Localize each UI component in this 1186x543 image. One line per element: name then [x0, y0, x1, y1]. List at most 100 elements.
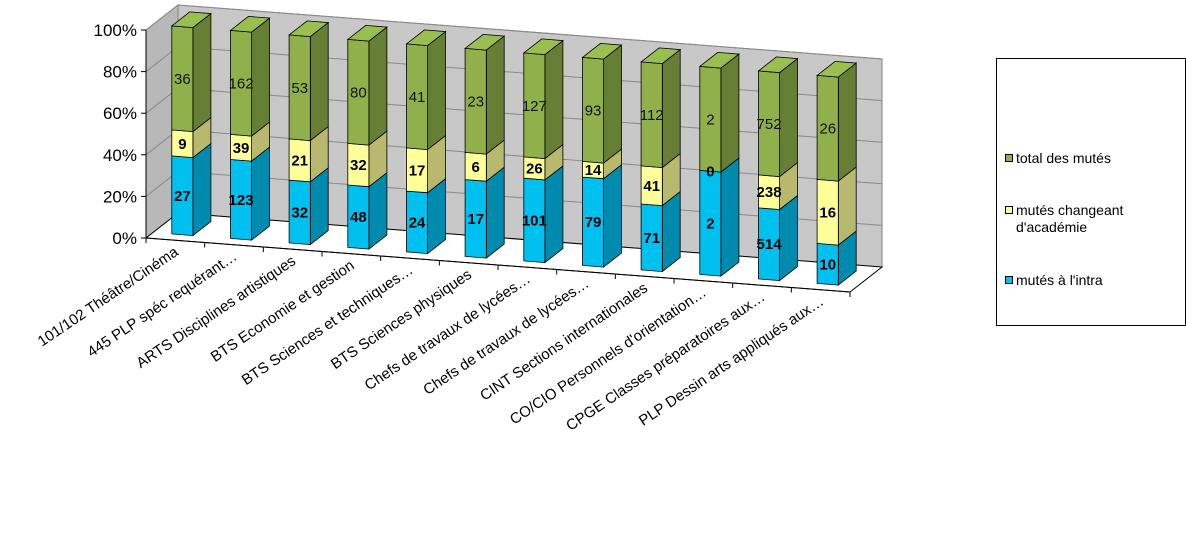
- bar-top: [522, 38, 564, 56]
- data-label: 17: [409, 162, 426, 179]
- data-label: 127: [522, 98, 547, 115]
- data-label: 36: [174, 71, 191, 88]
- bar-segment: [288, 166, 329, 246]
- bar-stack: [464, 33, 506, 259]
- bar-top: [698, 51, 740, 69]
- bar-segment: [288, 21, 329, 142]
- bar-segment: [171, 142, 212, 237]
- stacked-bar-chart: 0%20%40%60%80%100% 279361233916232215348…: [35, 3, 884, 435]
- bar-segment: [464, 139, 505, 183]
- data-label: 238: [757, 184, 782, 201]
- data-label: 112: [640, 107, 664, 124]
- data-label: 21: [291, 152, 308, 169]
- data-label: 123: [229, 192, 254, 209]
- bar-segment: [582, 44, 622, 164]
- bar-segment: [640, 190, 681, 273]
- data-label: 26: [819, 120, 836, 137]
- bar-segment: [640, 152, 681, 207]
- bar-top: [288, 20, 330, 38]
- y-axis: 0% 20% 40% 60% 80% 100%: [94, 21, 147, 248]
- legend-label-changeant: mutés changeant d'académie: [1016, 202, 1124, 235]
- bar-segment: [758, 57, 798, 178]
- legend-swatch-intra: [1005, 276, 1013, 284]
- bar-stack: [405, 29, 447, 255]
- data-label: 162: [229, 75, 254, 92]
- bar-segment: [699, 157, 740, 277]
- y-tick-label: 80%: [103, 63, 137, 82]
- data-label: 39: [233, 140, 250, 157]
- y-tick-label: 40%: [103, 146, 137, 165]
- bar-top: [464, 33, 506, 51]
- data-label: 17: [467, 211, 484, 228]
- legend-item-changeant: mutés changeant d'académie: [1005, 202, 1186, 236]
- data-labels: 2793612339162322153483280241741176231012…: [174, 71, 836, 274]
- bar-segment: [464, 35, 505, 155]
- bar-segment: [523, 165, 564, 264]
- bar-segment: [288, 125, 329, 183]
- bar-segment: [464, 166, 505, 259]
- data-label: 27: [174, 188, 191, 205]
- bar-segment: [758, 194, 798, 282]
- bar-stack: [522, 38, 564, 264]
- legend-label-total: total des mutés: [1016, 150, 1111, 166]
- bar-stack: [816, 60, 858, 286]
- data-label: 514: [757, 236, 783, 253]
- bar-top: [816, 60, 858, 78]
- bar-segment: [816, 166, 857, 246]
- legend-swatch-changeant: [1005, 206, 1013, 214]
- data-label: 80: [350, 84, 367, 101]
- bar-stack: [757, 56, 799, 282]
- bar-segment: [230, 121, 270, 162]
- bar-stack: [288, 20, 330, 246]
- bar-segment: [523, 143, 564, 181]
- data-label: 48: [350, 209, 367, 226]
- bar-stack: [170, 11, 212, 237]
- data-label: 32: [291, 204, 308, 221]
- bar-top: [346, 24, 388, 42]
- data-label: 93: [585, 102, 602, 119]
- bar-segment: [582, 163, 622, 268]
- bar-stack: [581, 42, 623, 268]
- data-label: 41: [643, 178, 660, 195]
- bar-top: [640, 47, 682, 65]
- bar-segment: [171, 12, 212, 133]
- legend-swatch-total: [1005, 154, 1013, 162]
- bar-segment: [758, 161, 798, 211]
- data-label: 32: [350, 157, 367, 174]
- bar-stack: [229, 15, 271, 241]
- data-label: 79: [585, 214, 602, 231]
- data-label: 6: [472, 159, 480, 176]
- y-tick-label: 0%: [112, 229, 137, 248]
- data-label: 71: [643, 230, 660, 247]
- bar-top: [229, 15, 271, 33]
- bar-top: [757, 56, 799, 74]
- bar-segment: [816, 62, 857, 182]
- y-tick-label: 60%: [103, 104, 137, 123]
- data-label: 0: [706, 163, 714, 180]
- data-label: 53: [291, 80, 308, 97]
- data-label: 26: [526, 160, 543, 177]
- bar-top: [581, 42, 623, 60]
- legend-item-total: total des mutés: [1005, 150, 1186, 167]
- data-label: 101: [522, 212, 547, 229]
- y-tick-label: 20%: [103, 187, 137, 206]
- bar-segment: [406, 30, 446, 151]
- data-label: 41: [409, 89, 426, 106]
- wall-gridline: [145, 4, 883, 60]
- bar-segment: [699, 53, 740, 173]
- bar-stack: [698, 51, 740, 277]
- legend: total des mutés mutés changeant d'académ…: [996, 58, 1186, 326]
- data-label: 23: [467, 93, 484, 110]
- bar-segment: [347, 130, 388, 188]
- bar-segment: [230, 17, 270, 137]
- bar-stack: [346, 24, 388, 250]
- data-label: 16: [819, 204, 836, 221]
- data-label: 10: [819, 256, 836, 273]
- data-label: 14: [585, 162, 602, 179]
- data-label: 24: [409, 214, 426, 231]
- data-label: 2: [706, 215, 714, 232]
- bar-segment: [523, 39, 564, 160]
- data-label: 9: [178, 136, 186, 153]
- bar-segment: [406, 134, 446, 194]
